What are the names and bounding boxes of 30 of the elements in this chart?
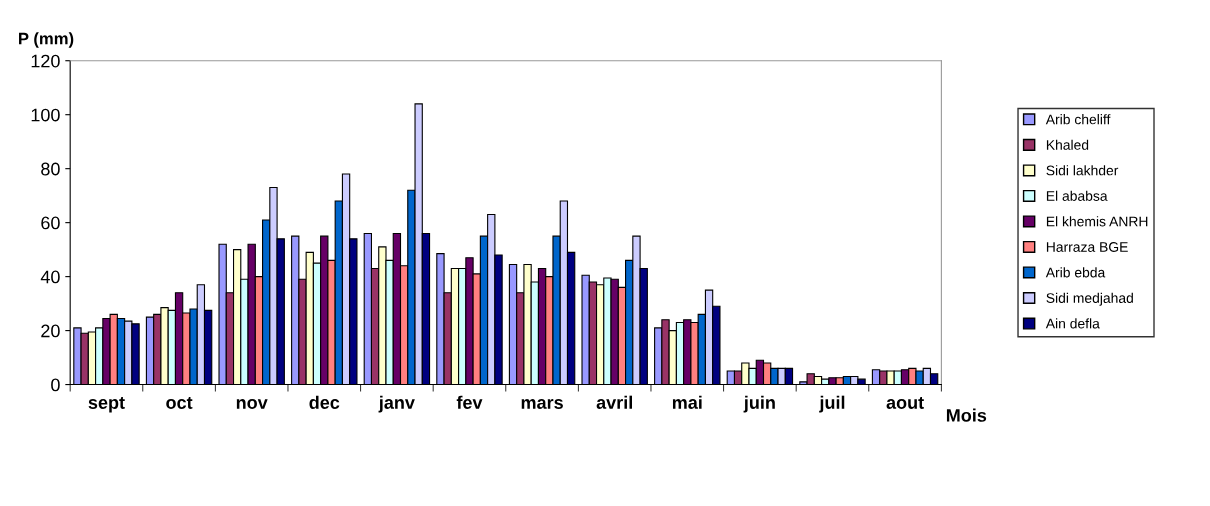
legend-label: Arib cheliff [1045,114,1111,125]
x-tick-label: juil [819,395,845,413]
x-tick-label: fev [456,395,483,409]
x-tick-label: nov [236,399,268,409]
x-tick-label: dec [309,395,340,409]
x-tick-label: mars [521,399,563,409]
x-tick-label: juin [743,395,775,413]
legend-label: El khemis ANRH [1046,216,1148,227]
x-tick-label: aout [886,396,924,409]
x-tick-label: avril [596,395,632,409]
x-tick-label: janv [378,395,415,413]
x-axis-title: Mois [946,408,987,422]
y-tick-label: 60 [41,216,60,230]
legend-label: El ababsa [1046,190,1108,201]
y-tick-label: 40 [40,270,60,284]
legend-label: Khaled [1046,139,1089,150]
y-tick-label: 20 [41,324,60,338]
y-tick-label: 0 [51,378,60,392]
y-tick-label: 120 [31,54,60,68]
legend-label: Arib ebda [1045,267,1106,278]
legend-label: Harraza BGE [1046,242,1128,252]
legend-label: Sidi medjahad [1046,292,1133,306]
y-tick-label: 80 [41,162,60,176]
legend-label: Ain defla [1045,318,1100,329]
x-tick-label: sept [88,396,125,413]
legend-label: Sidi lakhder [1046,165,1119,176]
x-tick-label: mai [672,395,702,409]
y-axis-title: P (mm) [19,32,74,48]
y-tick-label: 100 [31,108,60,122]
x-tick-label: oct [166,396,193,409]
